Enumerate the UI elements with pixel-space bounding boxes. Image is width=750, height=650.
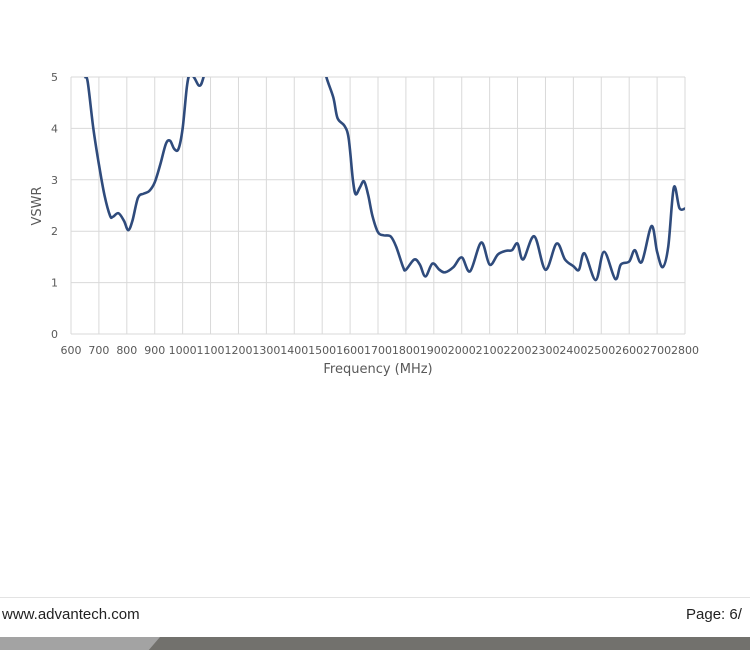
- y-axis-ticks: 0 1 2 3 4 5: [51, 71, 58, 341]
- footer-band: [0, 637, 750, 650]
- y-tick-label: 5: [51, 71, 58, 84]
- grid: [70, 76, 686, 335]
- x-tick-label: 1700: [364, 344, 392, 357]
- y-tick-label: 2: [51, 225, 58, 238]
- x-tick-label: 1900: [420, 344, 448, 357]
- x-tick-label: 900: [144, 344, 165, 357]
- x-tick-label: 1500: [308, 344, 336, 357]
- x-tick-label: 2700: [643, 344, 671, 357]
- x-axis-ticks: 600 700 800 900 1000 1100 1200 1300 1400 1500 1600…: [61, 344, 700, 357]
- series-line: [83, 77, 686, 282]
- x-tick-label: 700: [88, 344, 109, 357]
- x-tick-label: 1600: [336, 344, 364, 357]
- x-tick-label: 1400: [280, 344, 308, 357]
- vswr-chart: 600 700 800 900 1000 1100 1200 1300 1400 1500 1600…: [30, 71, 700, 377]
- footer-band-accent: [0, 637, 160, 650]
- x-tick-label: 800: [116, 344, 137, 357]
- x-tick-label: 2400: [559, 344, 587, 357]
- y-tick-label: 3: [51, 174, 58, 187]
- x-tick-label: 1300: [252, 344, 280, 357]
- footer-divider: [0, 597, 750, 598]
- x-tick-label: 2800: [671, 344, 699, 357]
- y-tick-label: 1: [51, 277, 58, 290]
- x-tick-label: 2100: [476, 344, 504, 357]
- y-axis-title: VSWR: [30, 186, 45, 225]
- x-axis-title: Frequency (MHz): [323, 362, 432, 377]
- x-tick-label: 2500: [587, 344, 615, 357]
- x-tick-label: 2600: [615, 344, 643, 357]
- x-tick-label: 2300: [531, 344, 559, 357]
- y-tick-label: 4: [51, 122, 58, 135]
- x-tick-label: 2200: [504, 344, 532, 357]
- x-tick-label: 600: [61, 344, 82, 357]
- x-tick-label: 1100: [197, 344, 225, 357]
- x-tick-label: 2000: [448, 344, 476, 357]
- footer-website: www.advantech.com: [2, 606, 140, 623]
- x-tick-label: 1000: [169, 344, 197, 357]
- x-tick-label: 1200: [224, 344, 252, 357]
- footer-page-number: Page: 6/: [686, 606, 742, 623]
- y-tick-label: 0: [51, 328, 58, 341]
- x-tick-label: 1800: [392, 344, 420, 357]
